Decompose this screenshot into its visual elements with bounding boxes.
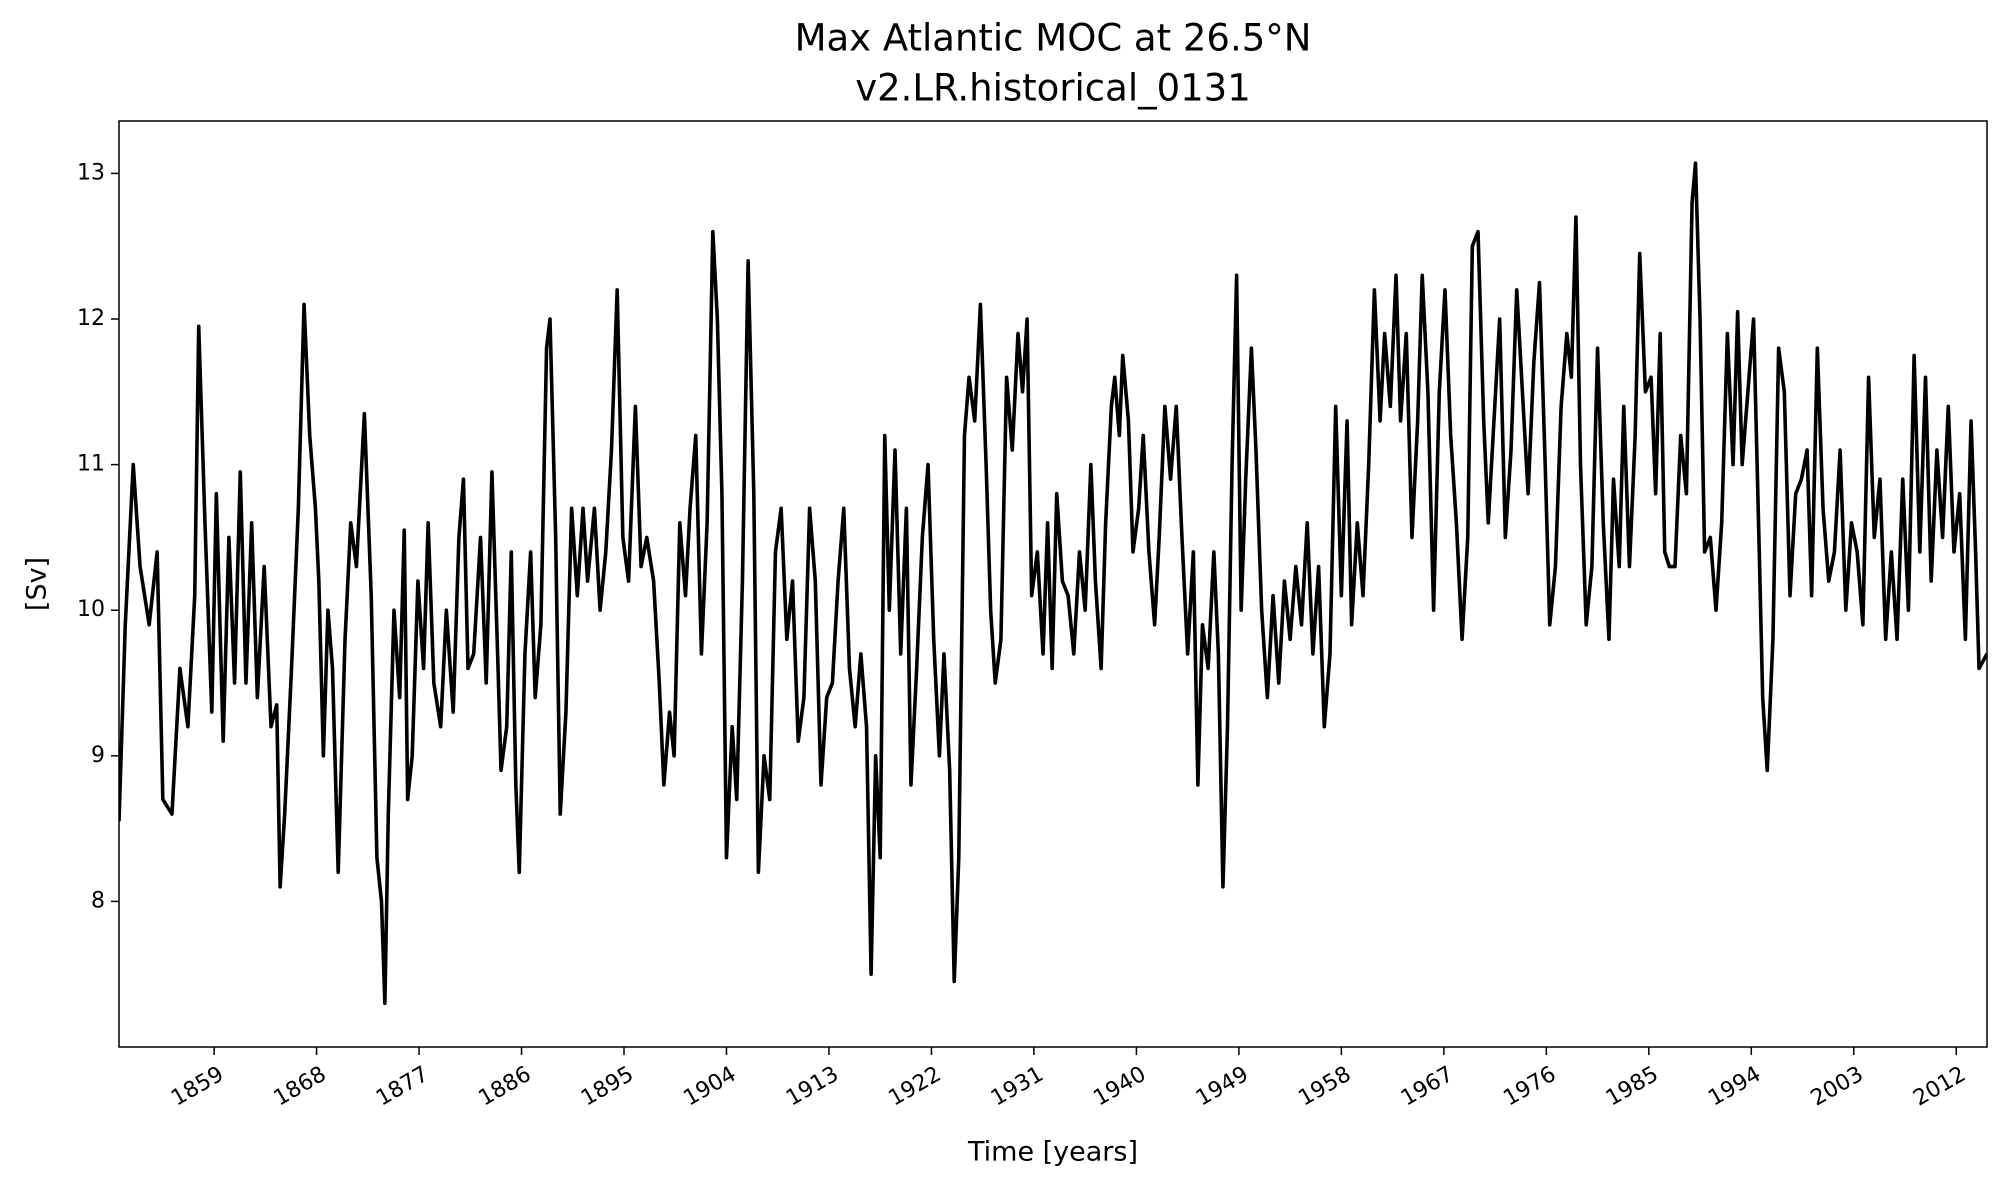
x-tick-label: 1985 [1602,1062,1663,1112]
x-tick-label: 1877 [372,1062,433,1112]
x-tick-label: 1976 [1499,1062,1560,1112]
y-tick-label: 12 [77,306,105,331]
axes-frame [118,120,1988,1048]
chart-title: Max Atlantic MOC at 26.5°N [795,17,1312,60]
x-tick-label: 1922 [884,1062,945,1112]
x-tick-label: 1895 [577,1062,638,1112]
x-tick-label: 1859 [167,1062,228,1112]
x-tick-label: 1886 [475,1062,536,1112]
x-tick-label: 1868 [270,1062,331,1112]
x-tick-label: 1913 [782,1062,843,1112]
x-tick-label: 2003 [1807,1062,1868,1112]
x-tick-label: 1940 [1089,1062,1150,1112]
x-tick-label: 1967 [1397,1062,1458,1112]
x-axis-label: Time [years] [967,1137,1138,1168]
y-tick-label: 9 [91,743,105,768]
x-tick-label: 1931 [987,1062,1048,1112]
y-axis-label: [Sv] [22,557,53,611]
y-tick-label: 8 [91,888,105,913]
y-tick-label: 10 [77,597,105,622]
x-tick-label: 2012 [1909,1062,1970,1112]
x-tick-label: 1949 [1192,1062,1253,1112]
x-tick-label: 1994 [1704,1062,1765,1112]
y-tick-label: 13 [77,160,105,185]
y-tick-label: 11 [77,452,105,477]
chart-subtitle: v2.LR.historical_0131 [855,67,1251,110]
x-tick-label: 1958 [1294,1062,1355,1112]
plot-area [119,161,1987,1006]
data-line [119,161,1987,1006]
x-tick-label: 1904 [679,1062,740,1112]
